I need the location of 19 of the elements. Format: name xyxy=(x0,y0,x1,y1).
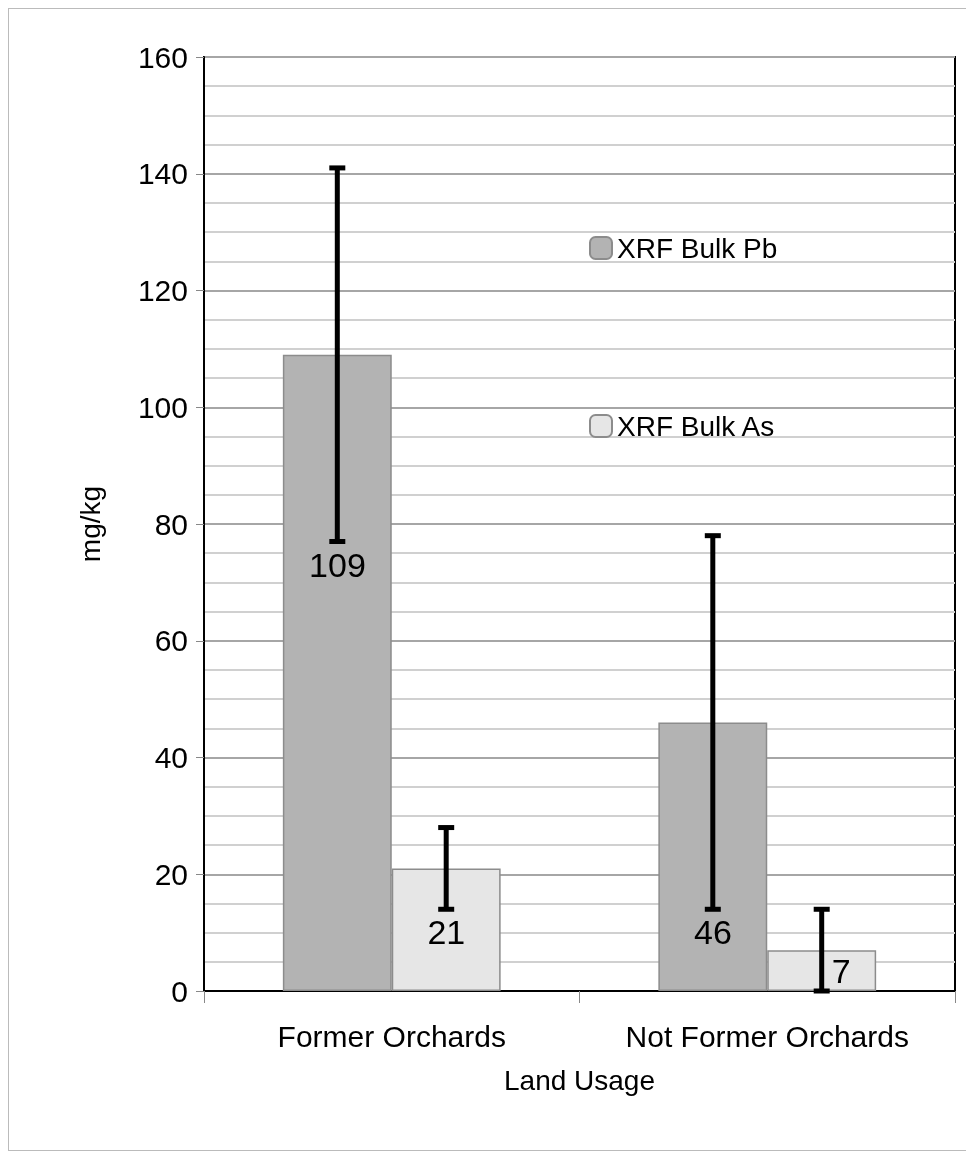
y-tick-label: 80 xyxy=(154,507,188,541)
legend-label: XRF Bulk Pb xyxy=(617,232,778,264)
data-label: 7 xyxy=(831,951,851,990)
y-tick-label: 60 xyxy=(154,624,188,658)
y-tick-label: 160 xyxy=(137,40,188,74)
legend-label: XRF Bulk As xyxy=(617,410,775,442)
data-label: 46 xyxy=(694,913,732,952)
y-tick-label: 0 xyxy=(171,974,188,1008)
y-tick-label: 40 xyxy=(154,741,188,774)
y-axis-title: mg/kg xyxy=(74,485,106,563)
y-tick-label: 140 xyxy=(137,157,188,191)
x-tick-label: Not Former Orchards xyxy=(625,1019,909,1053)
y-tick-label: 20 xyxy=(154,857,188,891)
y-tick-label: 120 xyxy=(137,274,188,307)
x-tick-label: Former Orchards xyxy=(277,1019,506,1053)
data-label: 109 xyxy=(309,545,366,584)
y-tick-label: 100 xyxy=(137,390,188,424)
data-label: 21 xyxy=(427,913,466,952)
x-axis-title: Land Usage xyxy=(503,1064,656,1096)
